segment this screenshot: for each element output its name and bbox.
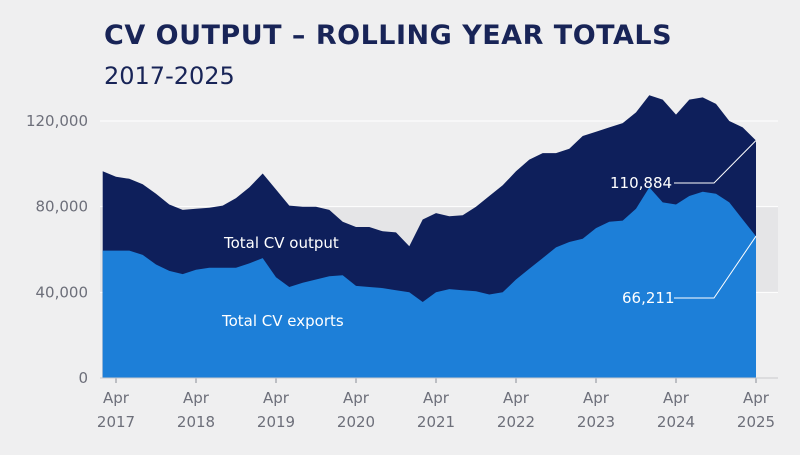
x-tick-label-year: 2017	[97, 413, 135, 431]
y-tick-label: 40,000	[36, 283, 89, 301]
x-tick-label-year: 2023	[577, 413, 615, 431]
area-total-cv-exports	[102, 187, 756, 378]
y-tick-label: 120,000	[26, 112, 88, 130]
annotation-leader-line	[674, 140, 757, 184]
x-tick-label-month: Apr	[663, 389, 690, 407]
x-tick-label-month: Apr	[263, 389, 290, 407]
x-tick-label-year: 2025	[737, 413, 775, 431]
chart-subtitle: 2017-2025	[104, 62, 235, 90]
y-axis-labels: 0 40,000 80,000 120,000	[26, 112, 88, 387]
x-tick-label-month: Apr	[343, 389, 370, 407]
area-series	[102, 95, 756, 379]
x-tick-label-month: Apr	[583, 389, 610, 407]
annotation-label: 66,211	[622, 289, 675, 307]
series-labels: Total CV output Total CV exports	[221, 234, 344, 330]
series-label: Total CV output	[223, 234, 339, 252]
x-tick-label-year: 2018	[177, 413, 215, 431]
x-tick-label-month: Apr	[743, 389, 770, 407]
x-tick-label-year: 2020	[337, 413, 375, 431]
x-axis-labels: Apr 2017 Apr 2018 Apr 2019 Apr 2020 Apr 2021 Apr 20…	[97, 389, 775, 431]
x-axis-ticks	[100, 377, 778, 383]
x-tick-label-year: 2024	[657, 413, 695, 431]
x-tick-label-month: Apr	[503, 389, 530, 407]
chart-title: CV OUTPUT – ROLLING YEAR TOTALS	[104, 20, 673, 51]
x-tick-label-month: Apr	[423, 389, 450, 407]
series-label: Total CV exports	[221, 312, 344, 330]
x-tick-label-year: 2022	[497, 413, 535, 431]
end-annotations: 110,884 66,211	[610, 140, 757, 307]
y-tick-label: 0	[78, 369, 88, 387]
x-tick-label-month: Apr	[183, 389, 210, 407]
x-tick-label-month: Apr	[103, 389, 130, 407]
x-tick-label-year: 2021	[417, 413, 455, 431]
x-tick-label-year: 2019	[257, 413, 295, 431]
annotation-leader-line	[674, 235, 757, 299]
y-tick-label: 80,000	[36, 198, 89, 216]
annotation-label: 110,884	[610, 174, 672, 192]
